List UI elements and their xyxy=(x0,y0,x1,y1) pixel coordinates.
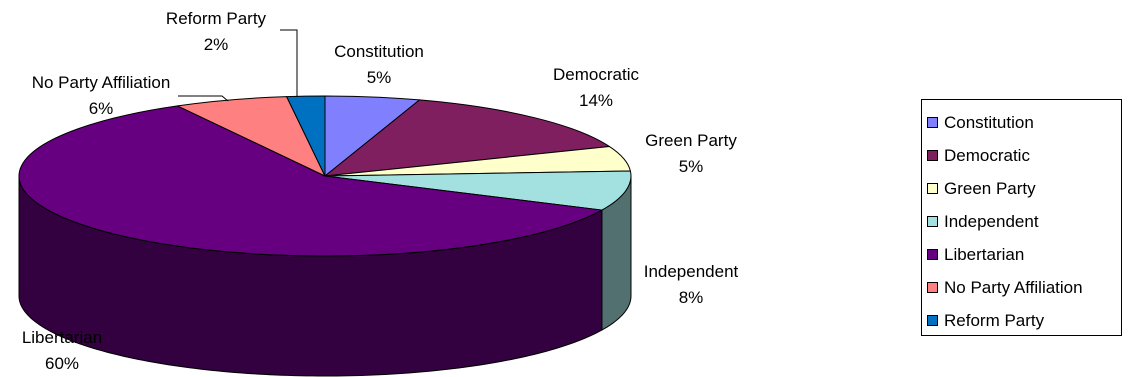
legend-item-libertarian: Libertarian xyxy=(922,238,1121,271)
legend-label-democratic: Democratic xyxy=(944,145,1030,165)
legend-item-no-party-affiliation: No Party Affiliation xyxy=(922,271,1121,304)
legend-swatch-reform-party xyxy=(927,315,938,326)
legend-label-constitution: Constitution xyxy=(944,112,1034,132)
slice-label-libertarian: Libertarian xyxy=(22,328,102,347)
slice-value-constitution: 5% xyxy=(367,68,392,87)
slice-value-democratic: 14% xyxy=(579,91,613,110)
legend-label-reform-party: Reform Party xyxy=(944,310,1045,330)
leader-lines xyxy=(178,29,298,102)
pie-slice-reform-party xyxy=(286,95,326,177)
legend-swatch-libertarian xyxy=(927,249,938,260)
leader-line-no-party-affiliation xyxy=(178,95,229,102)
pie-slice-democratic xyxy=(324,99,611,177)
leader-line-reform-party xyxy=(280,29,298,97)
legend: Constitution Democratic Green Party Indepen… xyxy=(921,99,1122,336)
legend-item-constitution: Constitution xyxy=(922,106,1121,139)
slice-value-libertarian: 60% xyxy=(45,354,79,373)
slice-label-democratic: Democratic xyxy=(553,65,639,84)
slice-label-reform-party: Reform Party xyxy=(166,9,267,28)
slice-value-no-party-affiliation: 6% xyxy=(89,99,114,118)
legend-item-green-party: Green Party xyxy=(922,172,1121,205)
slice-labels: Constitution 5% Democratic 14% Green Party 5%… xyxy=(22,9,739,373)
pie-slices xyxy=(18,95,632,257)
legend-label-green-party: Green Party xyxy=(944,178,1036,198)
legend-swatch-green-party xyxy=(927,183,938,194)
slice-label-constitution: Constitution xyxy=(334,42,424,61)
slice-value-independent: 8% xyxy=(679,288,704,307)
legend-label-independent: Independent xyxy=(944,211,1039,231)
legend-item-reform-party: Reform Party xyxy=(922,304,1121,337)
legend-swatch-constitution xyxy=(927,117,938,128)
slice-value-reform-party: 2% xyxy=(204,35,229,54)
legend-item-democratic: Democratic xyxy=(922,139,1121,172)
slice-label-green-party: Green Party xyxy=(645,131,737,150)
legend-swatch-no-party-affiliation xyxy=(927,282,938,293)
pie-slice-libertarian xyxy=(18,105,603,257)
pie-side-walls xyxy=(18,175,632,377)
slice-label-independent: Independent xyxy=(644,262,739,281)
legend-item-independent: Independent xyxy=(922,205,1121,238)
slice-label-no-party-affiliation: No Party Affiliation xyxy=(32,73,171,92)
legend-swatch-democratic xyxy=(927,150,938,161)
legend-label-no-party-affiliation: No Party Affiliation xyxy=(944,277,1083,297)
slice-value-green-party: 5% xyxy=(679,157,704,176)
pie-slice-independent xyxy=(324,170,632,211)
legend-swatch-independent xyxy=(927,216,938,227)
legend-label-libertarian: Libertarian xyxy=(944,244,1025,264)
